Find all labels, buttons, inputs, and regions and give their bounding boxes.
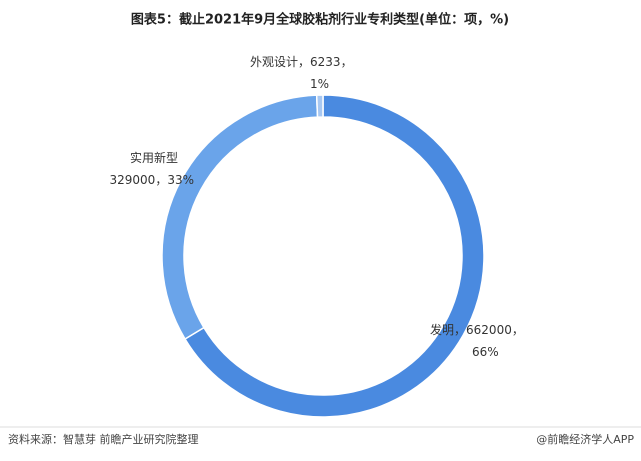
data-label: 329000，33%	[110, 173, 195, 187]
label-part: 66%	[472, 345, 499, 359]
data-label: 发明，662000，	[430, 322, 524, 337]
label-separator: ，	[298, 55, 310, 69]
data-label: 66%	[472, 345, 499, 359]
donut-slice	[315, 94, 324, 118]
label-separator: ，	[512, 323, 524, 337]
chart-title: 图表5：截止2021年9月全球胶粘剂行业专利类型(单位：项，%)	[131, 12, 509, 28]
credit: @前瞻经济学人APP	[536, 432, 634, 446]
label-part: 发明	[430, 322, 454, 337]
label-part: 33%	[167, 173, 194, 187]
label-part: 662000	[466, 323, 512, 337]
label-separator: ，	[454, 323, 466, 337]
data-label: 外观设计，6233，	[250, 55, 353, 69]
label-separator: ，	[341, 55, 353, 69]
label-separator: ，	[155, 173, 167, 187]
label-part: 329000	[110, 173, 156, 187]
source: 资料来源：智慧芽 前瞻产业研究院整理	[8, 432, 199, 446]
data-label: 实用新型	[130, 150, 178, 165]
label-part: 外观设计	[250, 55, 298, 69]
donut-slice	[161, 94, 319, 340]
data-label: 1%	[310, 77, 329, 91]
label-part: 6233	[310, 55, 341, 69]
label-part: 1%	[310, 77, 329, 91]
label-part: 实用新型	[130, 150, 178, 165]
